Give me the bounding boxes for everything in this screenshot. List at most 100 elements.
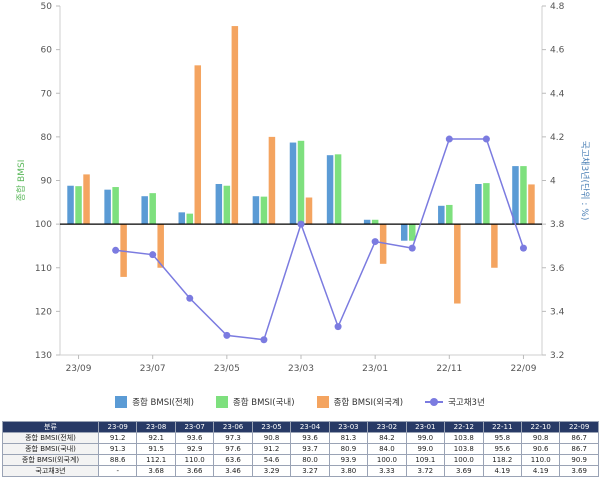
bar [186, 213, 194, 225]
table-row-label: 종합 BMSI(외국계) [2, 454, 99, 466]
line-point [112, 246, 120, 254]
table-cell: 88.6 [97, 454, 138, 466]
bar [289, 142, 297, 225]
table-cell: 3.68 [136, 465, 176, 477]
table-cell: 95.8 [482, 432, 522, 444]
table-cell: 3.29 [251, 465, 292, 477]
table-header-period: 23-04 [290, 421, 330, 433]
right-axis-tick-label: 4.8 [550, 2, 565, 12]
table-cell: 3.33 [367, 465, 407, 477]
right-axis-tick-label: 3.6 [550, 264, 565, 274]
table-cell: 93.7 [290, 443, 330, 455]
legend-label-foreign: 종합 BMSI(외국계) [333, 398, 404, 408]
table-header-period: 23-07 [174, 421, 215, 433]
series-line [115, 138, 525, 341]
legend-item-domestic[interactable]: 종합 BMSI(국내) [215, 396, 295, 408]
right-axis-tick-label: 3.4 [550, 307, 565, 317]
table-row: 국고채3년 -3.68 3.66 3.46 3.29 3.27 3.80 3.33 3.72 3.… [2, 465, 599, 477]
bar [297, 140, 305, 225]
bar [483, 183, 490, 225]
table-cell: 3.66 [174, 465, 215, 477]
right-axis-tick-label: 3.2 [550, 351, 564, 361]
table-cell: 100.0 [444, 454, 484, 466]
x-axis-tick-label: 22/09 [510, 364, 536, 374]
line-point [297, 220, 305, 228]
table-header-period: 23-03 [328, 421, 369, 433]
bar [446, 204, 453, 225]
right-axis-tick-label: 4.6 [550, 46, 565, 56]
bar [178, 212, 186, 225]
left-axis-tick-label: 110 [35, 264, 52, 274]
table-cell: 3.80 [328, 465, 369, 477]
legend-item-total[interactable]: 종합 BMSI(전체) [115, 396, 194, 408]
legend-item-treasury[interactable]: 국고채3년 [425, 396, 485, 408]
line-point [519, 244, 527, 252]
line-point [149, 251, 157, 259]
table-header-period: 23-09 [97, 421, 138, 433]
line-point [260, 336, 268, 344]
bar [512, 166, 519, 225]
bar [454, 224, 461, 304]
legend-item-foreign[interactable]: 종합 BMSI(외국계) [316, 396, 404, 408]
table-cell: 4.19 [482, 465, 522, 477]
table-cell: 99.0 [405, 432, 446, 444]
table-cell: 99.0 [405, 443, 446, 455]
bar [112, 187, 119, 225]
bar [371, 219, 379, 225]
table-cell: 3.69 [444, 465, 484, 477]
right-axis-tick-label: 4.4 [550, 89, 565, 99]
bar [141, 196, 148, 225]
bar [260, 196, 268, 225]
bar [194, 65, 202, 225]
table-cell: 4.19 [520, 465, 561, 477]
bar [326, 155, 334, 225]
table-body: 종합 BMSI(전체) 91.2 92.1 93.6 97.3 90.8 93.6 81.3 8… [2, 432, 599, 477]
legend-label-domestic: 종합 BMSI(국내) [232, 398, 295, 408]
bar [215, 183, 223, 225]
table-header-period: 23-06 [213, 421, 253, 433]
bar [334, 154, 342, 225]
table-row-label: 국고채3년 [2, 465, 99, 477]
bar [75, 186, 82, 225]
table-cell: 90.9 [559, 454, 599, 466]
x-axis-tick-label: 23/01 [362, 364, 388, 374]
line-point [408, 244, 416, 252]
bar [400, 224, 408, 241]
table-cell: 93.6 [174, 432, 215, 444]
chart-legend: 종합 BMSI(전체) 종합 BMSI(국내) 종합 BMSI(외국계) 국고채… [0, 392, 600, 412]
table-cell: 63.6 [213, 454, 253, 466]
x-axis-tick-label: 23/03 [288, 364, 314, 374]
right-axis-tick-label: 3.8 [550, 220, 565, 230]
left-axis-tick-label: 70 [41, 89, 53, 99]
left-axis-title: 종합 BMSI [16, 160, 27, 202]
table-header-period: 23-01 [405, 421, 446, 433]
table-cell: 90.6 [520, 443, 561, 455]
bar [438, 205, 445, 225]
table-header-label: 분류 [2, 421, 99, 433]
table-row-label: 종합 BMSI(전체) [2, 432, 99, 444]
table-cell: 97.6 [213, 443, 253, 455]
x-axis-tick-label: 23/09 [66, 364, 92, 374]
table-row-label: 종합 BMSI(국내) [2, 443, 99, 455]
legend-swatch-foreign [316, 396, 329, 408]
table-cell: 103.8 [444, 432, 484, 444]
table-cell: 100.0 [367, 454, 407, 466]
table-cell: 93.9 [328, 454, 369, 466]
left-axis-tick-label: 130 [35, 351, 52, 361]
x-axis-tick-label: 23/05 [214, 364, 240, 374]
table-cell: 110.0 [174, 454, 215, 466]
right-axis-title: 국고채3년(단위 : %) [579, 141, 590, 221]
bar [157, 224, 164, 268]
left-axis-tick-label: 120 [35, 307, 52, 317]
legend-label-total: 종합 BMSI(전체) [132, 398, 194, 408]
table-cell: 93.6 [290, 432, 330, 444]
line-point [186, 294, 194, 302]
bar [520, 166, 527, 225]
table-cell: 97.3 [213, 432, 253, 444]
bar [491, 224, 498, 268]
left-axis-tick-label: 60 [41, 46, 53, 56]
table-cell: 81.3 [328, 432, 369, 444]
bar [231, 26, 239, 225]
table-cell: 91.5 [136, 443, 176, 455]
left-axis-tick-label: 80 [41, 133, 53, 143]
